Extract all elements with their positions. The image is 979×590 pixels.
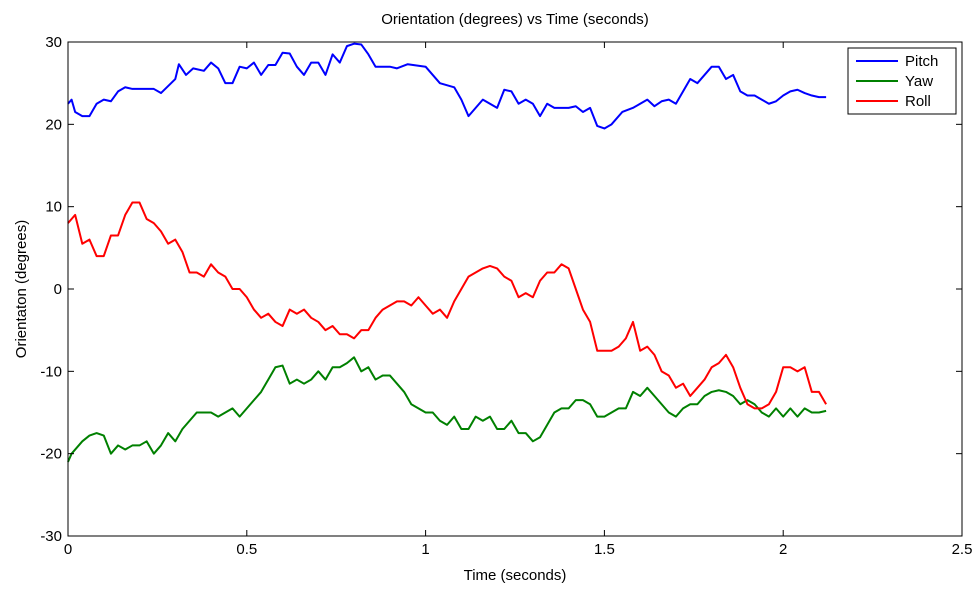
y-tick-label: 20 [45,116,62,133]
y-tick-label: -30 [40,528,62,545]
y-axis-label: Orientaton (degrees) [13,220,30,358]
x-tick-label: 2 [779,541,787,558]
series-line-pitch [67,42,827,130]
chart-title: Orientation (degrees) vs Time (seconds) [381,11,649,28]
axes-layer: 0 0.5 1 1.5 2 2.5 -30 -20 -10 0 10 20 30 [40,34,972,558]
legend: Pitch Yaw Roll [847,47,957,115]
y-tick-label: 10 [45,199,62,216]
series-line-yaw [67,356,827,463]
series-line-roll [67,201,827,410]
x-tick-label: 1 [421,541,429,558]
x-axis-label: Time (seconds) [464,567,567,584]
x-tick-label: 0.5 [236,541,257,558]
x-tick-label: 2.5 [952,541,973,558]
y-tick-label: -10 [40,363,62,380]
x-tick-label: 1.5 [594,541,615,558]
y-tick-label: 0 [54,281,62,298]
legend-label-pitch: Pitch [905,53,938,70]
y-tick-label: 30 [45,34,62,51]
y-tick-label: -20 [40,446,62,463]
series-layer [67,42,827,463]
legend-label-yaw: Yaw [905,73,933,90]
x-tick-label: 0 [64,541,72,558]
legend-label-roll: Roll [905,93,931,110]
